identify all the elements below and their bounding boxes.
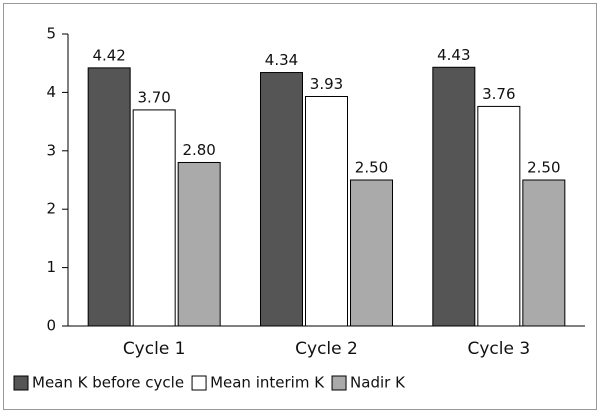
legend-label: Mean K before cycle	[32, 374, 184, 392]
x-tick-label: Cycle 1	[123, 339, 186, 359]
legend-label: Nadir K	[350, 374, 406, 392]
bar	[477, 105, 521, 327]
y-tick-label: 0	[46, 317, 56, 335]
bar	[177, 161, 221, 327]
data-label: 2.50	[355, 159, 388, 177]
bar	[132, 109, 176, 327]
data-label: 4.42	[92, 46, 125, 64]
frame	[3, 3, 597, 410]
x-tick-label: Cycle 3	[467, 339, 530, 359]
data-label: 3.93	[310, 75, 343, 93]
legend-label: Mean interim K	[210, 374, 325, 392]
bar	[350, 179, 393, 327]
bar	[87, 67, 131, 327]
data-label: 4.34	[265, 51, 298, 69]
y-tick-label: 1	[46, 258, 56, 276]
data-label: 3.70	[137, 88, 170, 106]
data-label: 4.43	[437, 46, 470, 64]
bar	[432, 66, 476, 327]
y-tick-label: 4	[46, 83, 56, 101]
legend-swatch	[13, 375, 29, 391]
data-label: 2.80	[182, 141, 215, 159]
y-tick-label: 2	[46, 200, 56, 218]
y-tick-label: 3	[46, 141, 56, 159]
y-tick-label: 5	[46, 25, 56, 43]
legend-swatch	[191, 375, 207, 391]
data-label: 2.50	[527, 159, 560, 177]
data-label: 3.76	[482, 85, 515, 103]
bar	[260, 72, 303, 327]
bar	[305, 95, 348, 327]
legend-swatch	[331, 375, 347, 391]
bar	[522, 179, 566, 327]
x-tick-label: Cycle 2	[295, 339, 358, 359]
